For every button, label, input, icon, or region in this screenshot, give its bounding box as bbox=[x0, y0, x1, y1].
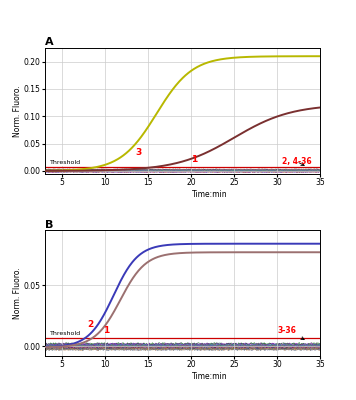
Text: 3-36: 3-36 bbox=[277, 326, 304, 340]
X-axis label: Time:min: Time:min bbox=[192, 190, 228, 199]
Text: Threshold: Threshold bbox=[50, 160, 81, 165]
X-axis label: Time:min: Time:min bbox=[192, 372, 228, 381]
Text: A: A bbox=[44, 37, 53, 47]
Text: 2, 4-36: 2, 4-36 bbox=[282, 157, 311, 166]
Y-axis label: Norm. Fluoro.: Norm. Fluoro. bbox=[13, 85, 22, 137]
Text: 1: 1 bbox=[191, 155, 197, 164]
Y-axis label: Norm. Fluoro.: Norm. Fluoro. bbox=[13, 267, 22, 319]
Text: 3: 3 bbox=[135, 148, 141, 156]
Text: B: B bbox=[44, 220, 53, 230]
Text: 2: 2 bbox=[88, 320, 94, 329]
Text: Threshold: Threshold bbox=[50, 332, 81, 336]
Text: 1: 1 bbox=[103, 326, 109, 335]
